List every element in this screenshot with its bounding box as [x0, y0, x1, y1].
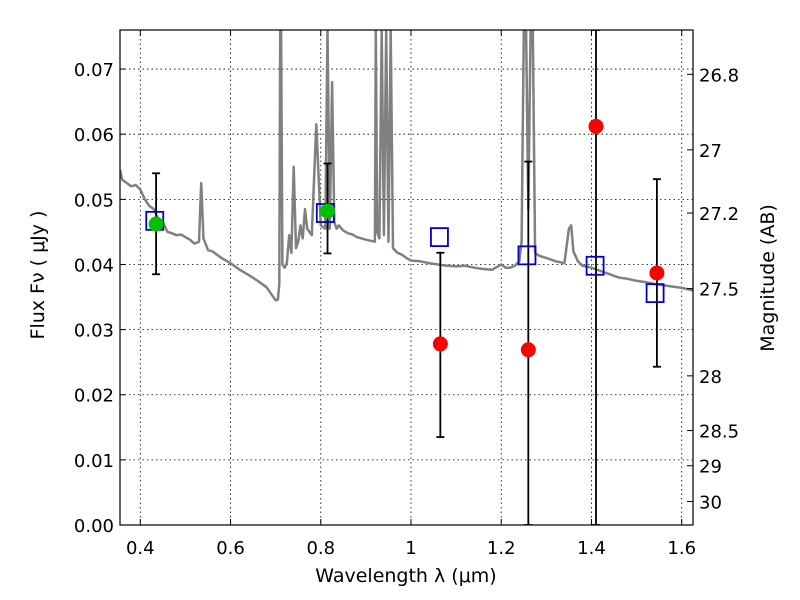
x-axis-label: Wavelength λ (μm)	[315, 565, 496, 587]
right-tick-label: 29	[699, 457, 722, 478]
x-tick-label: 1	[405, 538, 416, 559]
right-tick-label: 27.2	[699, 204, 739, 225]
right-tick-label: 26.8	[699, 65, 739, 86]
x-tick-label: 0.8	[306, 538, 335, 559]
y-axis-label: Flux Fν ( μJy )	[27, 211, 49, 340]
y-tick-label: 0.00	[74, 516, 114, 537]
red-data-point	[520, 342, 536, 358]
model-square-marker	[585, 255, 605, 276]
y-tick-label: 0.06	[74, 125, 114, 146]
green-data-point	[320, 203, 336, 219]
x-tick-label: 0.6	[216, 538, 245, 559]
y-tick-label: 0.04	[74, 255, 114, 276]
y-tick-label: 0.07	[74, 60, 114, 81]
model-square-marker	[430, 227, 449, 248]
right-tick-label: 28.5	[699, 422, 739, 443]
red-data-point	[649, 265, 665, 281]
y-tick-label: 0.02	[74, 386, 114, 407]
x-tick-label: 0.4	[126, 538, 155, 559]
right-tick-label: 27	[699, 141, 722, 162]
spectrum-line	[120, 30, 693, 302]
x-tick-label: 1.6	[667, 538, 696, 559]
y-tick-label: 0.01	[74, 451, 114, 472]
right-tick-label: 27.5	[699, 280, 739, 301]
model-square-marker	[645, 283, 665, 304]
axes-ticks: 0.4 0.6 0.8 1 1.2 1.4 1.6 0.00 0.01 0.02 0.03 0.04 0…	[74, 30, 739, 559]
x-tick-label: 1.2	[487, 538, 516, 559]
y-tick-label: 0.03	[74, 321, 114, 342]
red-data-point	[588, 118, 604, 134]
x-tick-label: 1.4	[577, 538, 606, 559]
plot-frame	[119, 29, 694, 526]
y-tick-label: 0.05	[74, 190, 114, 211]
right-tick-label: 30	[699, 493, 722, 514]
model-square-marker	[517, 245, 537, 266]
right-axis-label: Magnitude (AB)	[757, 204, 779, 352]
plot-area	[120, 30, 693, 525]
right-tick-label: 28	[699, 367, 722, 388]
red-data-point	[432, 336, 448, 352]
green-data-point	[148, 216, 164, 232]
grid	[120, 30, 693, 525]
